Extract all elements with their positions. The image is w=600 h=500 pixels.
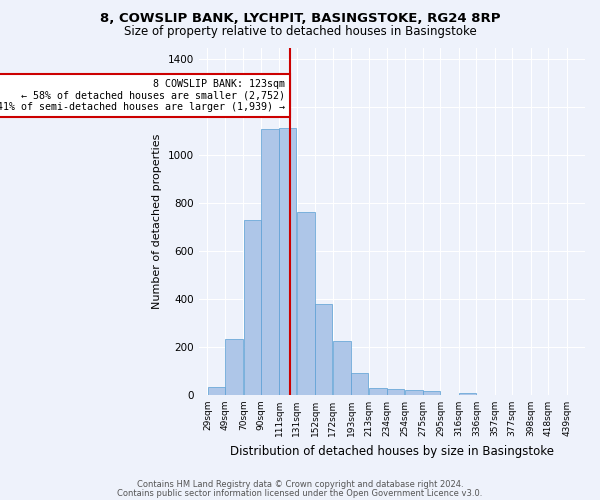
Bar	[333, 341, 351, 395]
Bar	[261, 129, 279, 395]
Bar	[352, 374, 368, 395]
Bar	[423, 392, 440, 395]
Bar	[280, 128, 296, 395]
Bar	[316, 304, 332, 395]
Bar	[459, 392, 476, 395]
Bar	[405, 390, 422, 395]
Text: Size of property relative to detached houses in Basingstoke: Size of property relative to detached ho…	[124, 25, 476, 38]
Text: 8, COWSLIP BANK, LYCHPIT, BASINGSTOKE, RG24 8RP: 8, COWSLIP BANK, LYCHPIT, BASINGSTOKE, R…	[100, 12, 500, 26]
Bar	[208, 386, 224, 395]
Text: Contains HM Land Registry data © Crown copyright and database right 2024.: Contains HM Land Registry data © Crown c…	[137, 480, 463, 489]
Bar	[225, 338, 243, 395]
Text: 8 COWSLIP BANK: 123sqm
← 58% of detached houses are smaller (2,752)
41% of semi-: 8 COWSLIP BANK: 123sqm ← 58% of detached…	[0, 78, 286, 112]
Bar	[387, 389, 404, 395]
Bar	[297, 212, 315, 395]
Bar	[369, 388, 387, 395]
X-axis label: Distribution of detached houses by size in Basingstoke: Distribution of detached houses by size …	[230, 444, 554, 458]
Y-axis label: Number of detached properties: Number of detached properties	[152, 134, 162, 309]
Bar	[244, 220, 260, 395]
Text: Contains public sector information licensed under the Open Government Licence v3: Contains public sector information licen…	[118, 488, 482, 498]
